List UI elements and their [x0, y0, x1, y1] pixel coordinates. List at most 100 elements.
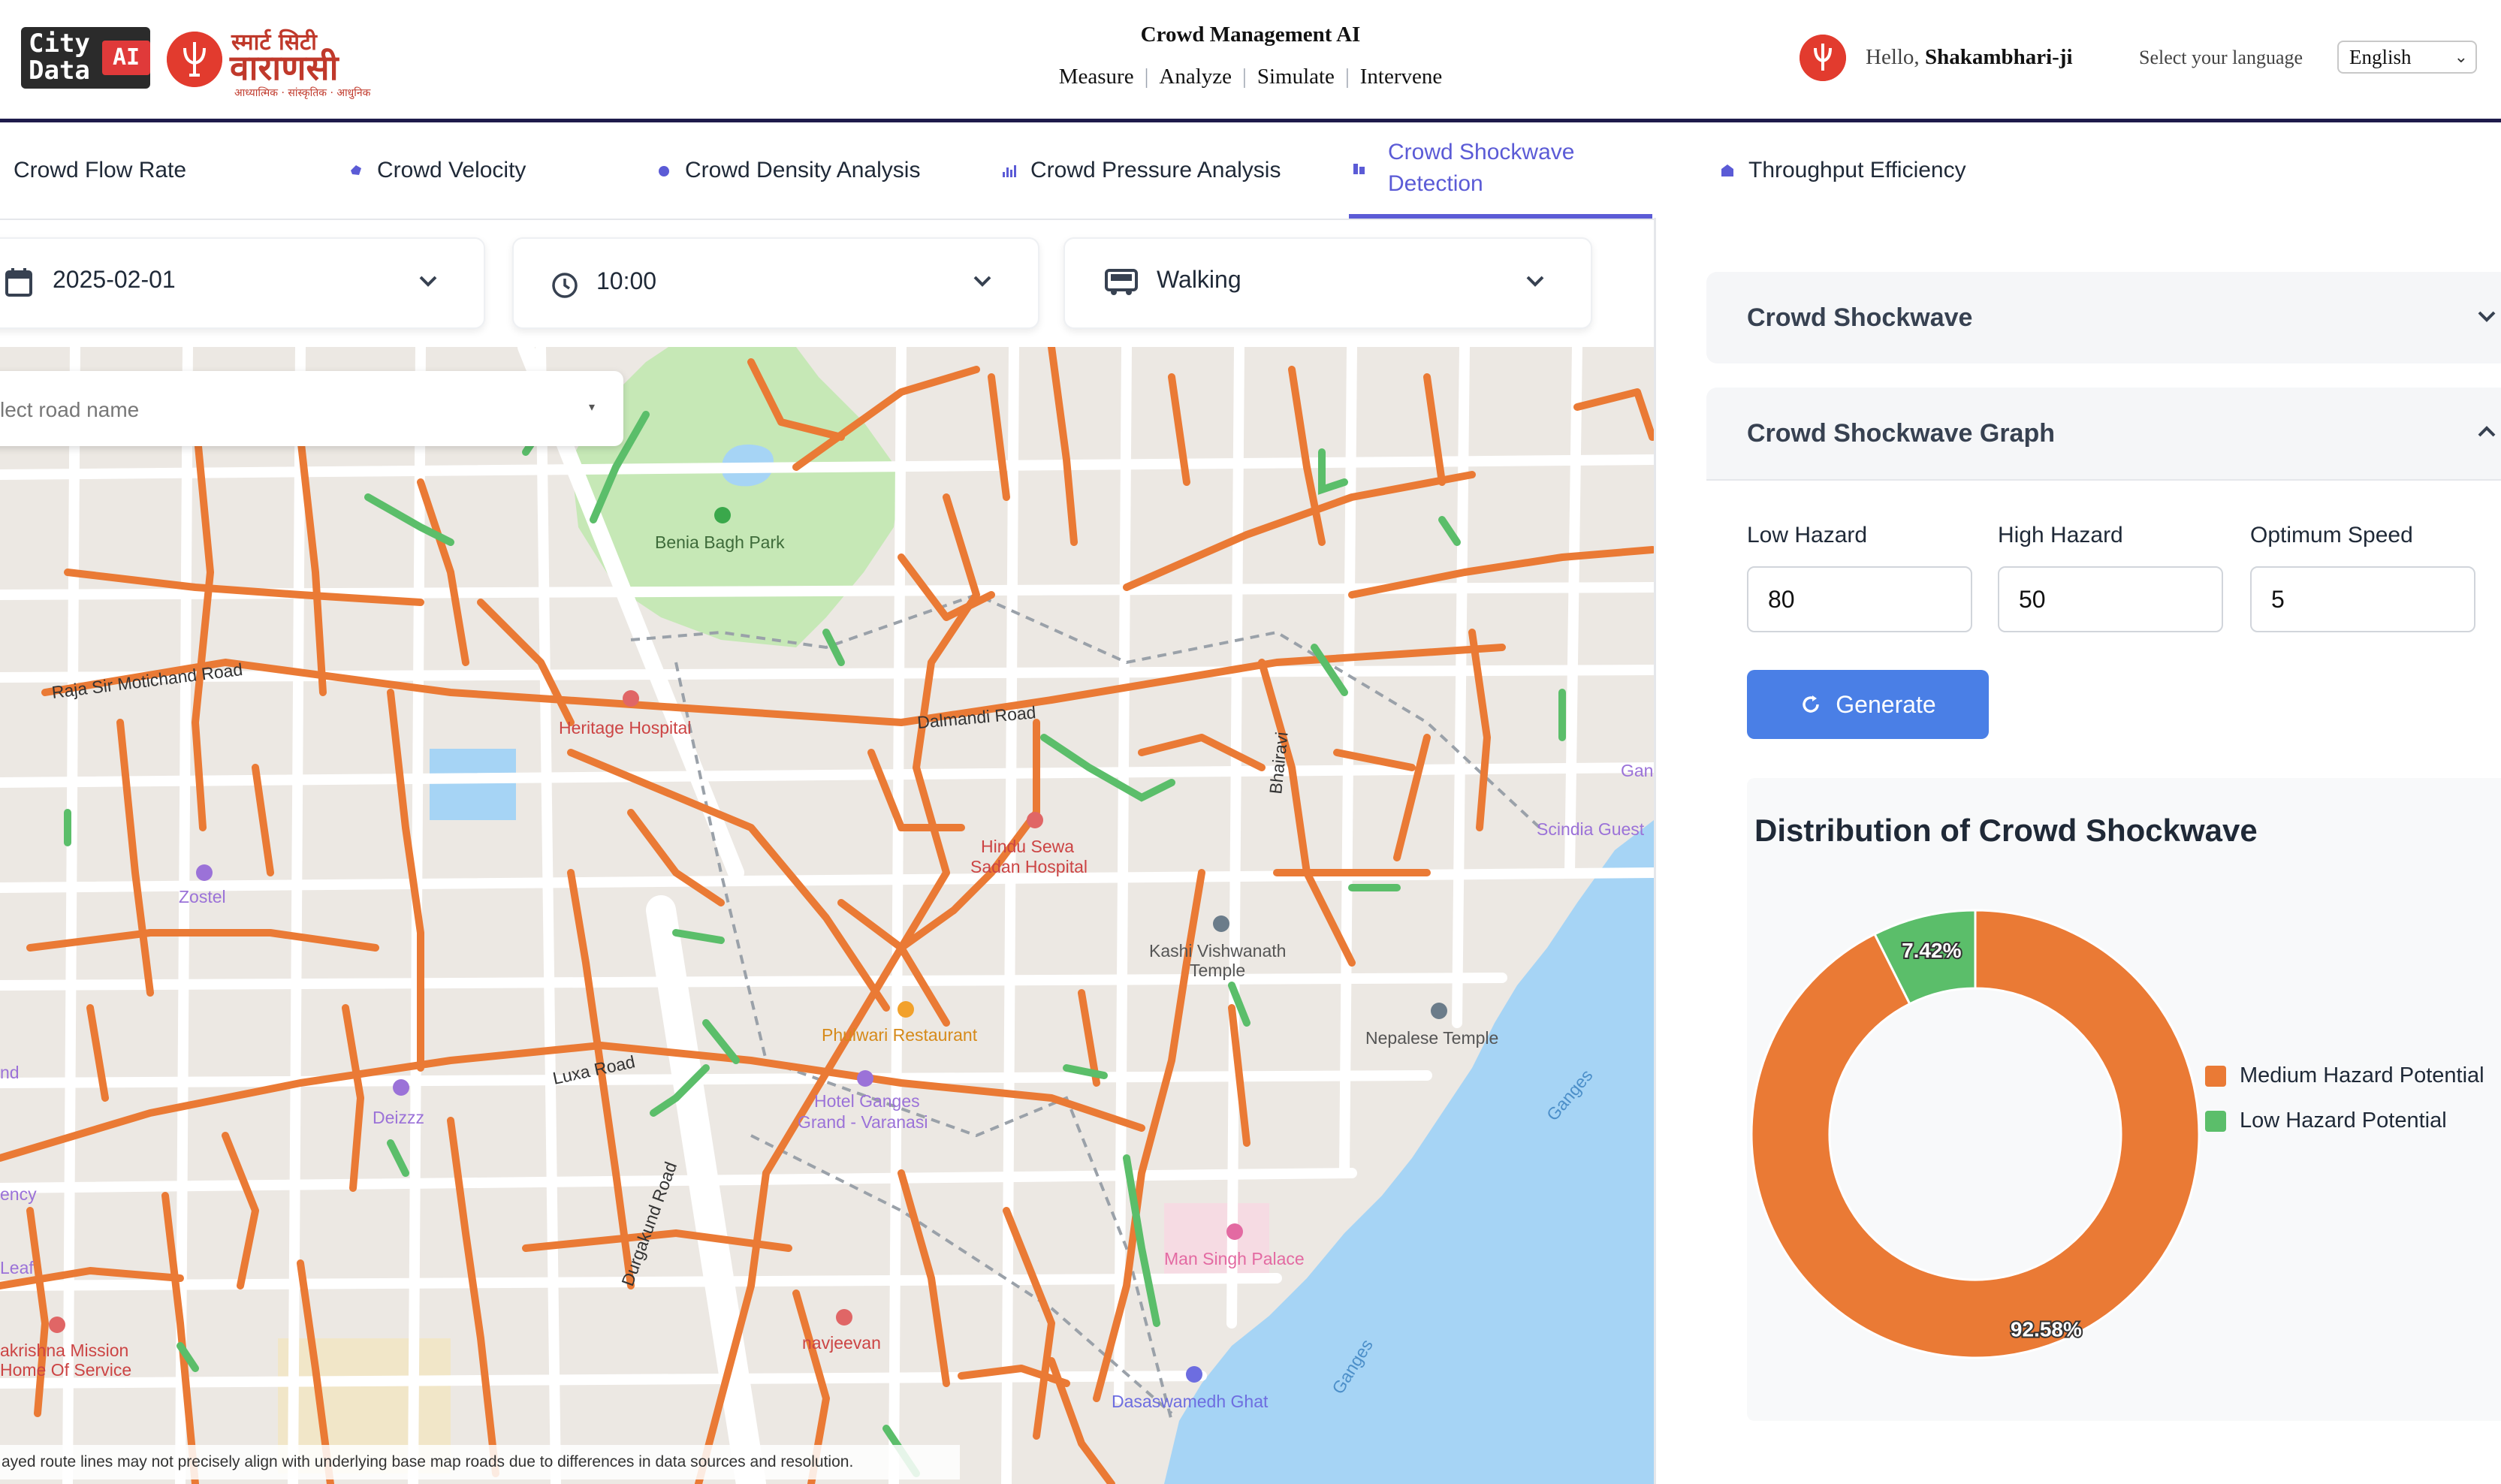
label-ency: ency: [0, 1184, 37, 1204]
palace-marker-icon: [1226, 1223, 1243, 1240]
optimum-speed-input[interactable]: 5: [2250, 566, 2475, 632]
blue-block: [430, 749, 516, 820]
legend-low-hazard[interactable]: Low Hazard Potential: [2205, 1108, 2447, 1133]
date-filter[interactable]: 2025-02-01: [0, 237, 485, 329]
map-view[interactable]: Benia Bagh Park Raja Sir Motichand Road …: [0, 347, 1654, 1484]
bus-icon: [1105, 269, 1138, 295]
time-value: 10:00: [596, 267, 657, 294]
label-hotel-1: Hotel Ganges: [814, 1091, 920, 1111]
high-hazard-input[interactable]: 50: [1998, 566, 2223, 632]
donut-slice-0[interactable]: [1750, 909, 2201, 1359]
chevron-up-icon: [2478, 426, 2496, 437]
nav-analyze[interactable]: Analyze: [1159, 65, 1232, 89]
restaurant-marker-icon: [898, 1001, 914, 1018]
date-value: 2025-02-01: [53, 266, 176, 293]
tab-crowd-shockwave[interactable]: Crowd Shockwave Detection: [1349, 122, 1652, 219]
refresh-icon: [1803, 695, 1820, 713]
label-nepalese: Nepalese Temple: [1365, 1028, 1498, 1048]
legend-swatch: [2205, 1110, 2226, 1132]
app-header: City Data AI स्मार्ट सिटी वाराणसी आध्यात्…: [0, 0, 2501, 122]
language-label: Select your language: [2139, 47, 2303, 68]
hospital-marker-icon: [623, 690, 639, 707]
label-dasaswamedh: Dasaswamedh Ghat: [1112, 1392, 1269, 1411]
label-scindia: Scindia Guest: [1537, 819, 1645, 839]
analysis-tabs: Crowd Flow Rate Crowd Velocity Crowd Den…: [0, 122, 2501, 220]
boundary-lines: [630, 593, 1541, 1422]
label-zostel: Zostel: [179, 887, 226, 906]
chevron-down-icon: ⌄: [2454, 47, 2468, 66]
map-canvas[interactable]: Benia Bagh Park Raja Sir Motichand Road …: [0, 347, 1654, 1484]
divider: [1654, 218, 1656, 1484]
label-mission-2: Home Of Service: [0, 1360, 131, 1380]
chevron-down-icon: [419, 276, 437, 287]
label-heritage: Heritage Hospital: [559, 718, 691, 737]
language-select[interactable]: English ⌄: [2337, 41, 2477, 74]
high-hazard-label: High Hazard: [1998, 523, 2123, 547]
hotel-marker-icon: [196, 864, 213, 881]
label-gan: Gan: [1621, 761, 1653, 780]
bar-chart-icon: [1003, 165, 1016, 177]
chevron-down-icon: [1526, 276, 1544, 287]
caret-down-icon: ▾: [588, 401, 595, 414]
smartcity-line3: आध्यात्मिक · सांस्कृतिक · आधुनिक: [234, 87, 371, 99]
tab-crowd-density[interactable]: Crowd Density Analysis: [656, 122, 920, 219]
logo-ai-text: AI: [102, 41, 150, 75]
citydata-logo[interactable]: City Data AI: [21, 27, 150, 89]
label-hindu-sewa-1: Hindu Sewa: [981, 837, 1074, 856]
nav-measure[interactable]: Measure: [1058, 65, 1134, 89]
accordion-crowd-shockwave[interactable]: Crowd Shockwave: [1706, 272, 2501, 363]
logo-citydata-text: City Data: [29, 29, 90, 86]
accordion-title: Crowd Shockwave Graph: [1747, 419, 2055, 448]
park-marker-icon: [714, 507, 731, 523]
label-navjeevan: navjeevan: [802, 1333, 881, 1353]
chevron-down-icon: [973, 276, 991, 287]
donut-label-0: 92.58%: [2011, 1317, 2082, 1341]
generate-button[interactable]: Generate: [1747, 670, 1989, 739]
hospital-marker-icon: [49, 1317, 65, 1333]
base-roads: [0, 347, 1654, 1484]
legend-medium-hazard[interactable]: Medium Hazard Potential: [2205, 1063, 2484, 1088]
label-mission-1: akrishna Mission: [0, 1341, 128, 1360]
tab-crowd-pressure[interactable]: Crowd Pressure Analysis: [1002, 122, 1281, 219]
accordion-shockwave-graph[interactable]: Crowd Shockwave Graph: [1706, 388, 2501, 481]
optimum-speed-label: Optimum Speed: [2250, 523, 2413, 547]
hotel-marker-icon: [857, 1070, 873, 1087]
label-hotel-2: Grand - Varanasi: [798, 1112, 928, 1132]
river-water: [1164, 820, 1654, 1484]
tab-crowd-flow-rate[interactable]: Crowd Flow Rate: [0, 122, 186, 219]
label-kashi-1: Kashi Vishwanath: [1149, 941, 1286, 961]
label-phulwari: Phulwari Restaurant: [822, 1025, 978, 1045]
shockwave-icon: [1353, 164, 1365, 174]
low-hazard-label: Low Hazard: [1747, 523, 1868, 547]
nav-intervene[interactable]: Intervene: [1359, 65, 1443, 89]
throughput-icon: [1721, 164, 1733, 176]
smartcity-varanasi-logo[interactable]: स्मार्ट सिटी वाराणसी आध्यात्मिक · सांस्क…: [167, 26, 370, 99]
calendar-icon: [5, 268, 32, 297]
road-name-select[interactable]: lect road name ▾: [0, 371, 623, 446]
donut-slice-1[interactable]: [1873, 909, 1977, 1006]
label-hindu-sewa-2: Sadan Hospital: [970, 857, 1088, 876]
chevron-down-icon: [2478, 311, 2496, 322]
donut-label-1: 7.42%: [1902, 939, 1961, 962]
user-name: Shakambhari-ji: [1924, 45, 2073, 69]
ghat-marker-icon: [1186, 1366, 1202, 1383]
density-icon: [659, 166, 669, 176]
hospital-marker-icon: [836, 1309, 852, 1326]
mode-value: Walking: [1157, 266, 1241, 293]
label-man-singh: Man Singh Palace: [1164, 1249, 1305, 1268]
label-kashi-2: Temple: [1190, 961, 1245, 980]
generate-label: Generate: [1836, 690, 1936, 718]
tab-crowd-velocity[interactable]: Crowd Velocity: [348, 122, 526, 219]
nav-simulate[interactable]: Simulate: [1257, 65, 1335, 89]
pink-block: [1164, 1203, 1269, 1278]
label-leaf: Leaf: [0, 1258, 34, 1277]
mode-filter[interactable]: Walking: [1063, 237, 1592, 329]
app-title: Crowd Management AI: [1140, 23, 1361, 47]
time-filter[interactable]: 10:00: [512, 237, 1039, 329]
tab-throughput-efficiency[interactable]: Throughput Efficiency: [1720, 122, 1966, 219]
legend-label: Low Hazard Potential: [2240, 1108, 2447, 1133]
temple-marker-icon: [1431, 1003, 1447, 1019]
clock-icon: [552, 273, 578, 298]
avatar[interactable]: [1800, 35, 1846, 81]
low-hazard-input[interactable]: 80: [1747, 566, 1972, 632]
